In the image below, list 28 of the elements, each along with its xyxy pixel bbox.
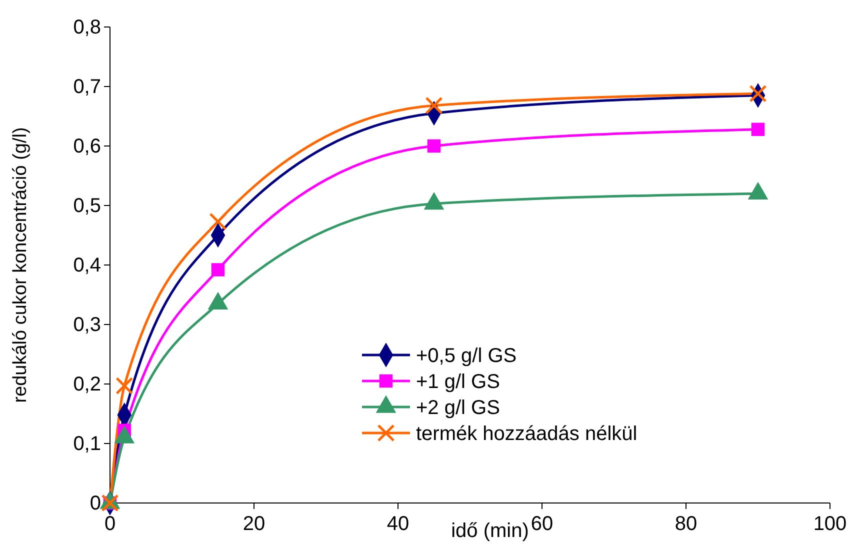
y-tick-label: 0,8	[73, 16, 101, 38]
point	[751, 122, 765, 136]
y-tick-label: 0,7	[73, 76, 101, 98]
legend-label: +0,5 g/l GS	[416, 345, 517, 367]
point	[116, 377, 134, 395]
y-tick-label: 0,1	[73, 432, 101, 455]
legend-label: +2 g/l GS	[416, 397, 500, 419]
point	[427, 139, 441, 153]
point	[209, 212, 227, 230]
x-tick-label: 40	[386, 513, 410, 535]
point	[749, 84, 767, 102]
point	[211, 263, 225, 276]
y-tick-label: 0,4	[73, 254, 101, 276]
x-tick-label: 60	[530, 513, 554, 535]
legend-label: termék hozzáadás nélkül	[416, 423, 638, 445]
y-tick-label: 0,2	[73, 373, 101, 396]
legend-label: +1 g/l GS	[416, 371, 500, 393]
y-tick-label: 0	[90, 492, 101, 514]
y-tick-label: 0,6	[73, 135, 101, 158]
y-tick-label: 0,3	[73, 314, 101, 336]
x-tick-label: 20	[242, 513, 266, 535]
point	[425, 96, 443, 114]
x-tick-label: 100	[813, 513, 847, 535]
x-tick-label: 80	[674, 513, 698, 535]
y-axis-title: redukáló cukor koncentráció (g/l)	[10, 127, 31, 403]
y-tick-label: 0,5	[73, 194, 101, 217]
x-axis-title: idő (min)	[451, 520, 529, 542]
x-tick-label: 0	[104, 513, 116, 535]
